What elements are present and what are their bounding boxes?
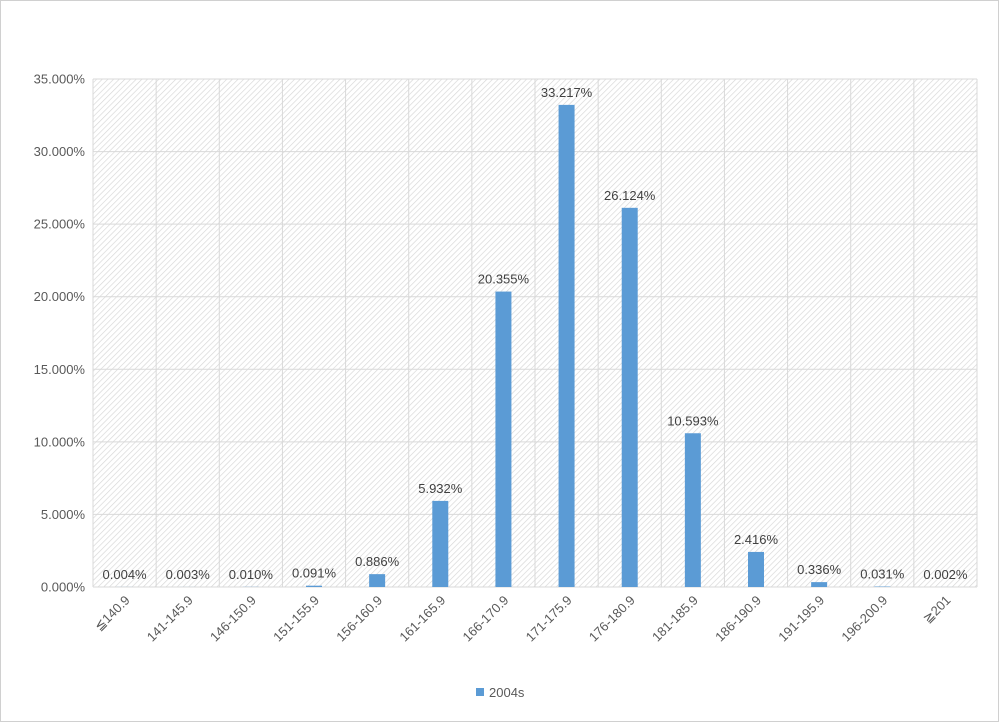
- bar: [558, 104, 575, 588]
- data-label: 5.932%: [418, 481, 463, 496]
- bar: [748, 551, 764, 587]
- x-tick-label: 186-190.9: [712, 593, 764, 645]
- legend-label: 2004s: [489, 685, 525, 700]
- y-tick-label: 0.000%: [41, 580, 86, 595]
- data-label: 0.091%: [292, 566, 337, 581]
- y-tick-label: 15.000%: [34, 362, 86, 377]
- y-axis: 0.000% 5.000% 10.000% 15.000% 20.000% 25.000%…: [34, 72, 86, 595]
- data-label: 20.355%: [478, 272, 530, 287]
- y-tick-label: 5.000%: [41, 507, 86, 522]
- data-label: 0.886%: [355, 554, 400, 569]
- y-tick-label: 10.000%: [34, 434, 86, 449]
- x-axis: ≦140.9 141-145.9 146-150.9 151-155.9 156-160…: [91, 593, 953, 645]
- data-label: 2.416%: [734, 532, 779, 547]
- x-tick-label: 171-175.9: [523, 593, 575, 645]
- x-tick-label: 181-185.9: [649, 593, 701, 645]
- x-tick-label: 161-165.9: [396, 593, 448, 645]
- y-tick-label: 20.000%: [34, 289, 86, 304]
- x-tick-label: 176-180.9: [586, 593, 638, 645]
- bar: [432, 500, 449, 587]
- legend-swatch: [476, 688, 484, 696]
- data-label: 0.003%: [166, 567, 211, 582]
- x-tick-label: 141-145.9: [144, 593, 196, 645]
- data-label: 0.336%: [797, 562, 842, 577]
- x-tick-label: 196-200.9: [838, 593, 890, 645]
- data-label: 0.031%: [860, 567, 905, 582]
- x-tick-label: 151-155.9: [270, 593, 322, 645]
- data-label: 10.593%: [667, 413, 719, 428]
- x-tick-label: 156-160.9: [333, 593, 385, 645]
- data-label: 0.010%: [229, 567, 274, 582]
- x-tick-label: 166-170.9: [460, 593, 512, 645]
- bar: [369, 574, 386, 587]
- data-label: 33.217%: [541, 85, 593, 100]
- x-tick-label: ≦140.9: [91, 593, 132, 634]
- bar: [811, 582, 828, 587]
- bar: [621, 207, 638, 587]
- data-labels: 0.004% 0.003% 0.010% 0.091% 0.886% 5.932% 20.3…: [103, 85, 968, 582]
- gridlines: [92, 78, 978, 588]
- bars: [116, 104, 954, 588]
- data-label: 0.002%: [923, 567, 968, 582]
- bar: [306, 585, 322, 587]
- data-label: 0.004%: [103, 567, 148, 582]
- legend: 2004s: [476, 685, 525, 700]
- y-tick-label: 35.000%: [34, 72, 86, 87]
- data-label: 26.124%: [604, 188, 656, 203]
- bar: [684, 433, 701, 587]
- x-tick-label: ≧201: [920, 593, 954, 627]
- x-tick-label: 191-195.9: [775, 593, 827, 645]
- x-tick-label: 146-150.9: [207, 593, 259, 645]
- y-tick-label: 30.000%: [34, 144, 86, 159]
- bar: [495, 291, 512, 587]
- y-tick-label: 25.000%: [34, 217, 86, 232]
